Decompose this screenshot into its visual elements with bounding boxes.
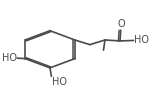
Text: HO: HO	[134, 35, 149, 45]
Text: HO: HO	[2, 53, 17, 63]
Text: HO: HO	[52, 77, 67, 87]
Text: O: O	[117, 19, 125, 29]
